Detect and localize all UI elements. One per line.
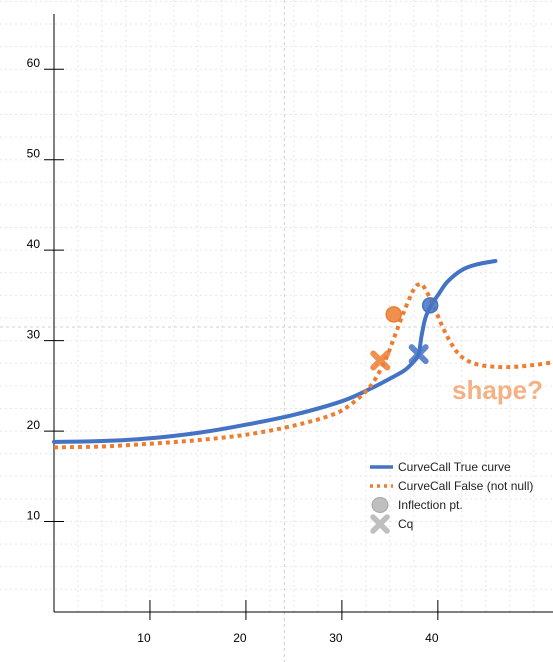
x-tick-label: 40: [425, 631, 439, 645]
legend-inflection-marker: [371, 497, 389, 513]
false-inflection-marker: [385, 306, 402, 323]
axes: 10 20 30 40 50 60 10 20 30 40: [27, 14, 553, 645]
marker-layer: [370, 297, 439, 371]
legend-inflection-label: Inflection pt.: [398, 498, 463, 512]
series-layer: [52, 259, 553, 450]
y-tick-label: 40: [27, 237, 41, 251]
false-cq-marker: [370, 350, 391, 371]
shape-annotation: shape?: [452, 375, 543, 405]
legend-cq-label: Cq: [398, 517, 413, 531]
x-tick-label: 10: [137, 631, 151, 645]
legend-false-curve-label: CurveCall False (not null): [398, 479, 533, 493]
true-cq-marker: [408, 344, 429, 365]
series-true-curve: [52, 259, 498, 444]
legend-cq-marker: [370, 514, 390, 534]
legend: CurveCall True curve CurveCall False (no…: [370, 460, 533, 534]
series-false-curve: [53, 282, 553, 450]
x-tick-label: 30: [329, 631, 343, 645]
true-inflection-marker: [421, 297, 439, 314]
legend-true-curve-label: CurveCall True curve: [398, 460, 511, 474]
y-tick-label: 60: [27, 56, 41, 70]
y-tick-label: 20: [27, 418, 41, 432]
y-tick-label: 10: [27, 509, 41, 523]
y-tick-label: 30: [27, 328, 41, 342]
y-tick-label: 50: [27, 147, 41, 161]
x-tick-label: 20: [233, 631, 247, 645]
